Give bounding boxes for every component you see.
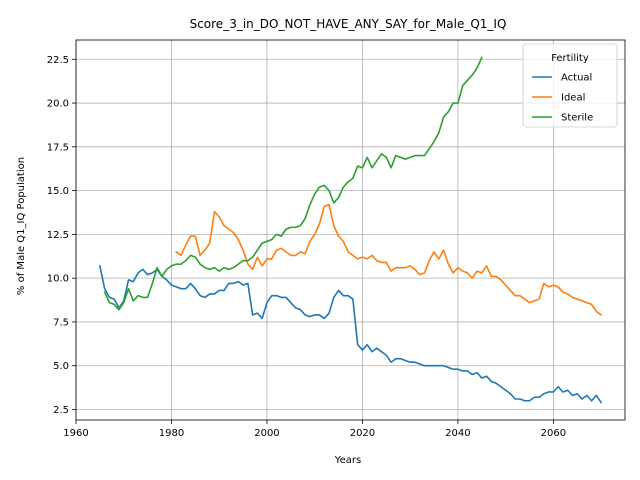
x-axis-title: Years (334, 455, 361, 466)
series-layer (98, 56, 603, 404)
legend-label-sterile: Sterile (561, 113, 593, 124)
legend-frame (522, 43, 618, 128)
series-line-actual (98, 264, 603, 404)
y-tick-label: 12.5 (47, 230, 69, 241)
y-tick-label: 20.0 (47, 99, 69, 110)
series-line-sterile (103, 56, 483, 311)
y-tick-label: 10.0 (47, 274, 69, 285)
y-axis-title: % of Male Q1_IQ Population (16, 157, 27, 295)
y-axis: 2.5 5.0 7.5 10.0 12.5 15.0 17.5 20.0 22.5 (47, 55, 76, 416)
y-tick-label: 17.5 (47, 142, 69, 153)
series-line-ideal (175, 203, 603, 317)
x-tick-label: 2020 (350, 428, 375, 439)
legend-title: Fertility (551, 53, 589, 64)
y-tick-label: 22.5 (47, 55, 69, 66)
x-tick-label: 1980 (159, 428, 184, 439)
y-gridlines (76, 58, 625, 410)
legend-items: Actual Ideal Sterile (532, 73, 593, 124)
legend-label-ideal: Ideal (561, 93, 585, 104)
y-tick-label: 15.0 (47, 186, 69, 197)
legend-label-actual: Actual (561, 73, 592, 84)
chart-title: Score_3_in_DO_NOT_HAVE_ANY_SAY_for_Male_… (190, 17, 507, 31)
x-tick-label: 1960 (63, 428, 88, 439)
x-axis: 1960 1980 2000 2020 2040 2060 (63, 420, 566, 439)
y-tick-label: 7.5 (53, 317, 69, 328)
x-tick-label: 2040 (445, 428, 470, 439)
y-tick-label: 5.0 (53, 361, 69, 372)
x-tick-label: 2060 (541, 428, 566, 439)
legend: Fertility Actual Ideal Sterile (522, 43, 618, 128)
x-tick-label: 2000 (254, 428, 279, 439)
plot-area-frame (75, 39, 626, 421)
y-tick-label: 2.5 (53, 405, 69, 416)
